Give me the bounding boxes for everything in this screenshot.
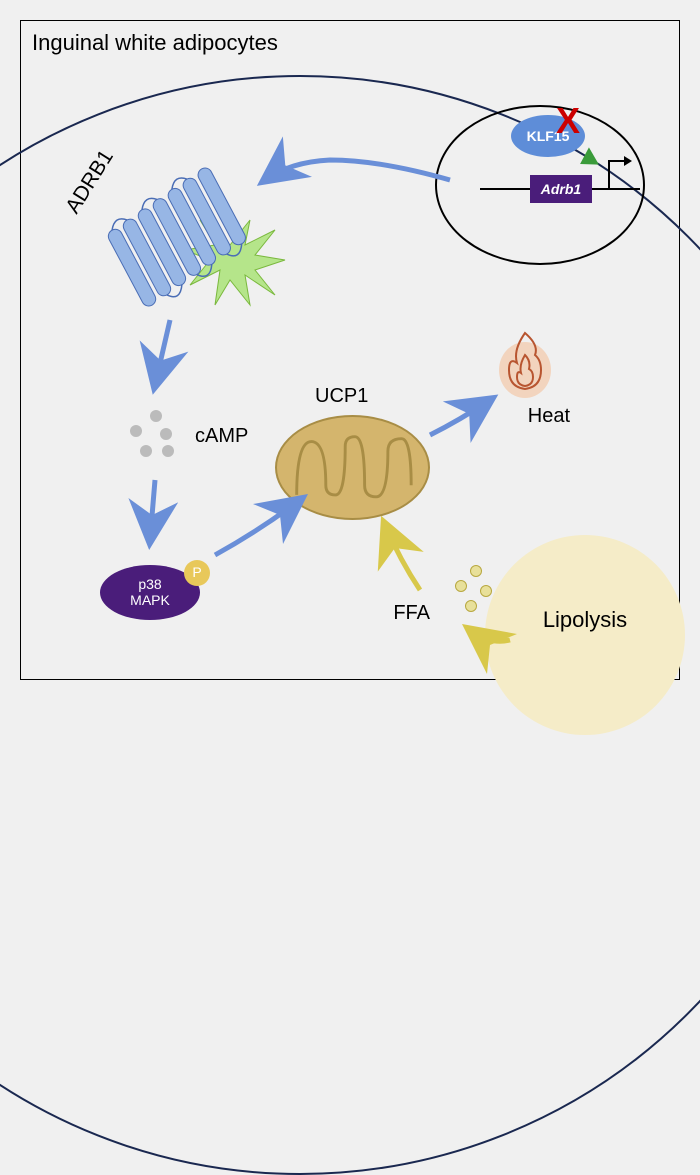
diagram-title: Inguinal white adipocytes [32, 30, 278, 56]
ffa-label: FFA [393, 602, 430, 625]
lipolysis-label: Lipolysis [543, 607, 627, 633]
promoter-vertical [608, 160, 610, 190]
promoter-arrow [608, 160, 630, 162]
mitochondrion-icon [275, 415, 430, 520]
ffa-molecules [440, 560, 500, 620]
ucp1-label: UCP1 [315, 385, 368, 408]
camp-molecules [130, 410, 190, 470]
lipid-droplet: Lipolysis [485, 535, 685, 735]
heat-label: Heat [528, 405, 570, 428]
phospho-badge: P [184, 560, 210, 586]
p38-mapk: p38 MAPK P [100, 565, 200, 620]
camp-label: cAMP [195, 425, 248, 448]
adrb1-receptor [90, 150, 310, 330]
heat-flame-icon [495, 325, 555, 400]
adrb1-gene-box: Adrb1 [530, 175, 592, 203]
cristae-icon [287, 427, 418, 509]
knockout-x-icon: X [556, 100, 580, 142]
